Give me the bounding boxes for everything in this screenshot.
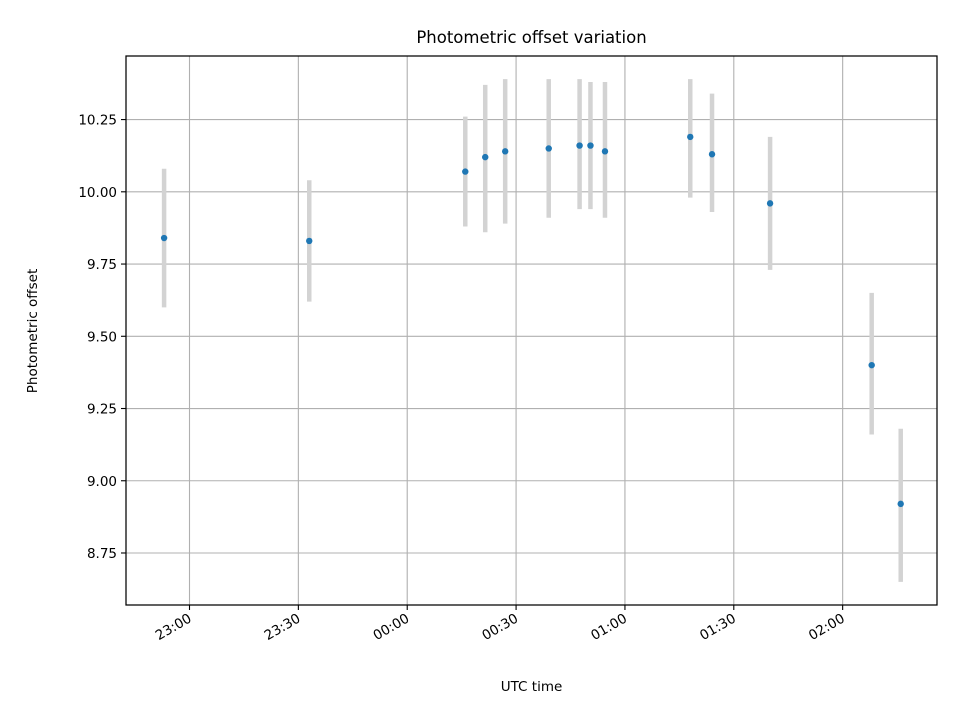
data-point [306,237,313,245]
y-axis-label: Photometric offset [25,269,41,393]
y-tick-label: 10.00 [78,185,117,201]
y-tick-label: 10.25 [78,113,117,129]
data-point [160,234,168,242]
x-axis-ticks: 23:00 23:30 00:00 00:30 01:00 01:30 02:00 [153,605,848,644]
data-point [766,200,774,207]
x-tick-label: 02:00 [806,611,848,644]
y-tick-label: 9.50 [87,329,117,345]
y-tick-label: 9.00 [87,474,117,490]
data-point [601,148,609,155]
x-tick-label: 00:00 [371,611,413,644]
x-tick-label: 23:30 [262,611,304,644]
error-bars [161,79,903,582]
data-point [482,153,489,161]
data-points [160,133,904,508]
x-tick-label: 01:00 [588,611,630,644]
x-tick-label: 01:30 [697,611,739,644]
x-axis-label: UTC time [501,679,563,695]
chart-title: Photometric offset variation [416,28,646,47]
plot-frame [125,55,938,606]
data-point [868,361,875,369]
data-point [501,148,509,155]
y-tick-label: 8.75 [87,546,117,562]
y-tick-label: 9.75 [87,257,117,273]
data-point [708,151,716,158]
data-point [587,142,594,149]
data-point [687,133,694,141]
x-tick-label: 23:00 [153,611,195,644]
data-point [545,145,552,152]
grid [126,56,937,605]
data-point [897,500,904,508]
data-point [576,142,583,149]
y-axis-ticks: 8.75 9.00 9.25 9.50 9.75 10.00 10.25 [78,113,126,562]
data-point [462,168,469,175]
x-tick-label: 00:30 [479,611,521,644]
y-tick-label: 9.25 [87,402,117,418]
